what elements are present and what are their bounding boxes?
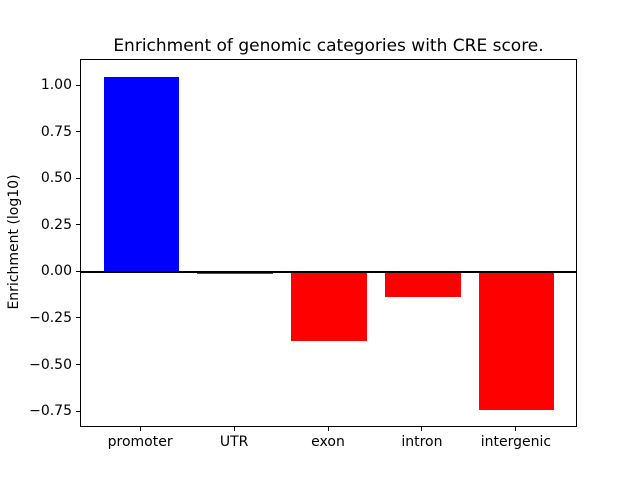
y-tick-mark [76, 131, 80, 133]
y-tick-mark [76, 177, 80, 179]
y-tick-mark [76, 410, 80, 412]
x-tick-label-exon: exon [311, 434, 345, 450]
y-tick-mark [76, 84, 80, 86]
y-axis-label: Enrichment (log10) [6, 174, 22, 310]
y-tick-label: −0.75 [29, 403, 72, 420]
y-tick-label: 0.00 [40, 263, 72, 280]
x-tick-mark [233, 427, 235, 431]
y-tick-label: −0.50 [29, 356, 72, 373]
y-tick-label: 0.50 [40, 170, 72, 187]
bar-promoter [103, 76, 179, 273]
y-tick-mark [76, 364, 80, 365]
x-tick-mark [515, 427, 517, 431]
x-tick-label-promoter: promoter [107, 434, 173, 450]
plot-area [80, 59, 577, 427]
x-tick-mark [421, 427, 423, 431]
y-tick-label: 0.75 [40, 123, 72, 140]
bar-intergenic [479, 272, 555, 411]
y-tick-mark [76, 224, 80, 226]
y-tick-label: 1.00 [40, 77, 72, 94]
bar-exon [291, 272, 367, 342]
y-tick-label: 0.25 [40, 216, 72, 233]
chart-title: Enrichment of genomic categories with CR… [113, 36, 544, 56]
x-tick-mark [139, 427, 141, 431]
x-tick-label-UTR: UTR [219, 434, 249, 450]
x-tick-mark [327, 427, 329, 431]
y-tick-mark [76, 317, 80, 319]
y-tick-mark [76, 270, 80, 272]
zero-line [81, 271, 576, 274]
bar-intron [385, 272, 461, 297]
x-tick-label-intergenic: intergenic [480, 434, 552, 450]
y-tick-label: −0.25 [29, 309, 72, 326]
x-tick-label-intron: intron [401, 434, 443, 450]
